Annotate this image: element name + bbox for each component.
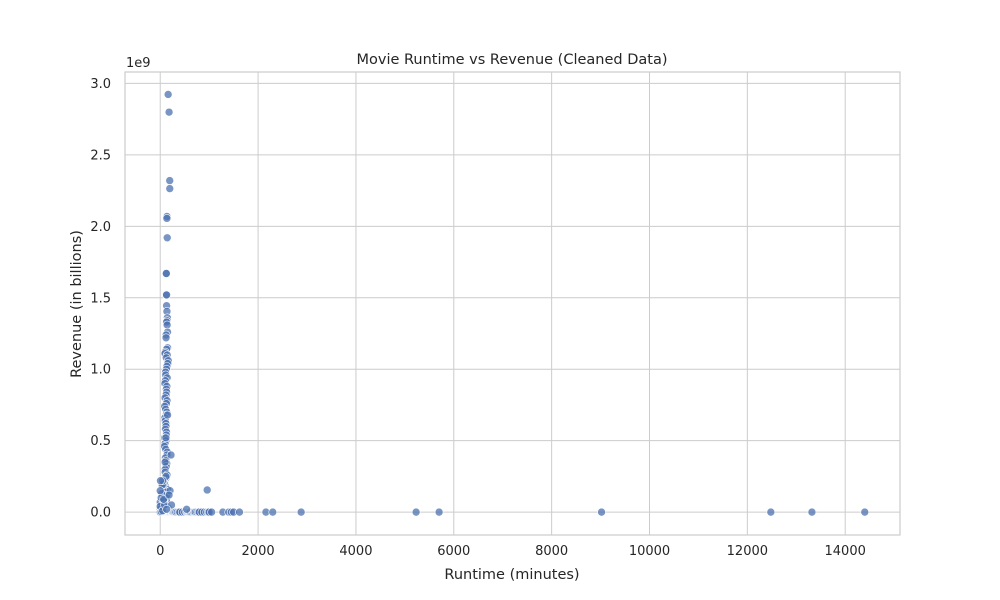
data-point — [165, 176, 175, 185]
data-point — [164, 107, 174, 117]
plot-frame — [124, 71, 901, 536]
data-point — [162, 290, 171, 300]
data-point — [766, 507, 776, 517]
data-point — [164, 490, 174, 500]
data-point — [807, 507, 817, 517]
data-point — [162, 504, 171, 514]
data-point — [235, 507, 244, 517]
y-tick-label: 1.0 — [90, 363, 111, 378]
y-tick-label: 1.5 — [90, 291, 111, 306]
data-point — [296, 507, 306, 517]
data-point — [163, 90, 173, 99]
x-axis-title: Runtime (minutes) — [444, 567, 579, 583]
x-tick-label: 10000 — [629, 544, 670, 559]
data-points — [155, 90, 870, 517]
data-point — [162, 320, 172, 330]
data-point — [163, 410, 172, 420]
data-point — [160, 457, 170, 467]
x-tick-label: 14000 — [825, 544, 866, 559]
x-tick-label: 2000 — [242, 544, 275, 559]
y-tick-label: 0.5 — [90, 434, 111, 449]
y-tick-label: 2.0 — [90, 220, 111, 235]
data-point — [166, 450, 176, 460]
data-point — [411, 507, 421, 517]
data-point — [268, 507, 278, 517]
data-point — [156, 476, 165, 485]
data-point — [202, 485, 212, 495]
y-offset-label: 1e9 — [126, 56, 151, 71]
gridlines — [125, 72, 900, 535]
data-point — [162, 233, 172, 243]
x-tick-label: 6000 — [437, 544, 470, 559]
x-axis-ticks: 0 2000 4000 6000 8000 10000 12000 14000 — [156, 544, 866, 559]
data-point — [182, 504, 191, 514]
x-tick-label: 12000 — [727, 544, 768, 559]
chart-title: Movie Runtime vs Revenue (Cleaned Data) — [356, 52, 667, 68]
x-tick-label: 4000 — [339, 544, 372, 559]
data-point — [597, 507, 606, 517]
data-point — [165, 184, 175, 193]
y-tick-label: 2.5 — [90, 148, 111, 163]
data-point — [207, 507, 216, 517]
data-point — [155, 486, 165, 496]
x-tick-label: 8000 — [535, 544, 568, 559]
y-tick-label: 0.0 — [90, 506, 111, 521]
x-tick-label: 0 — [156, 544, 164, 559]
y-tick-label: 3.0 — [90, 77, 111, 92]
data-point — [161, 433, 171, 443]
data-point — [860, 507, 870, 517]
data-point — [162, 269, 171, 278]
y-axis-title: Revenue (in billions) — [69, 230, 85, 378]
data-point — [162, 214, 172, 223]
data-point — [434, 507, 444, 517]
data-point — [161, 333, 171, 343]
y-axis-ticks: 0.0 0.5 1.0 1.5 2.0 2.5 3.0 — [90, 77, 111, 521]
